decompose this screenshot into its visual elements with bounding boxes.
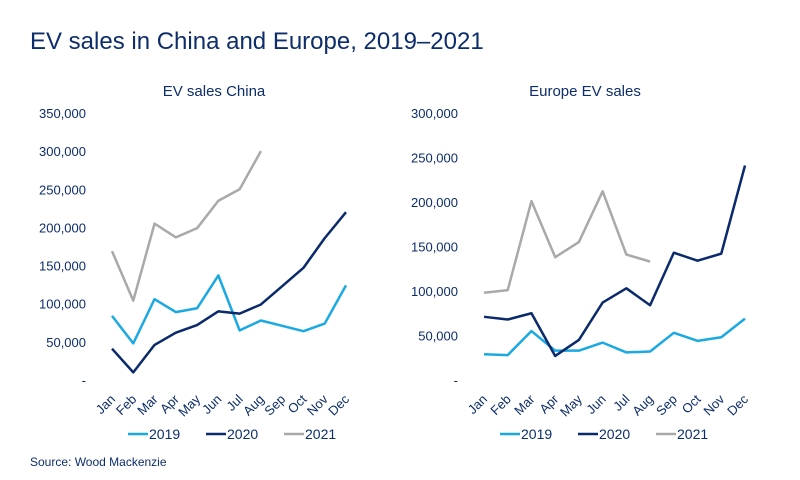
y-tick-label: - xyxy=(454,373,458,388)
y-tick-label: 150,000 xyxy=(39,259,86,274)
series-line-2019 xyxy=(111,274,348,345)
x-tick-label: Feb xyxy=(487,392,513,418)
series-line-2019 xyxy=(483,317,746,357)
page-title: EV sales in China and Europe, 2019–2021 xyxy=(30,28,484,55)
y-tick-label: 300,000 xyxy=(39,144,86,159)
x-tick-label: Oct xyxy=(679,391,704,416)
x-tick-label: Dec xyxy=(724,391,751,418)
x-tick-label: Dec xyxy=(325,391,352,418)
series-line-2021 xyxy=(483,190,651,295)
y-tick-label: 50,000 xyxy=(418,329,458,344)
x-tick-label: Mar xyxy=(511,391,538,418)
series-line-2021 xyxy=(110,150,263,302)
legend-label: 2020 xyxy=(227,426,258,442)
x-tick-label: Feb xyxy=(113,392,139,418)
legend-label: 2021 xyxy=(677,426,708,442)
x-tick-label: Jun xyxy=(199,392,224,417)
x-tick-label: Apr xyxy=(536,391,561,416)
source-note: Source: Wood Mackenzie xyxy=(30,455,167,469)
x-tick-label: Jan xyxy=(465,392,490,417)
y-tick-label: 200,000 xyxy=(411,195,458,210)
x-tick-label: May xyxy=(557,391,585,419)
y-tick-label: 150,000 xyxy=(411,240,458,255)
y-tick-label: - xyxy=(82,373,86,388)
y-tick-label: 250,000 xyxy=(411,151,458,166)
y-tick-label: 100,000 xyxy=(39,297,86,312)
legend-label: 2021 xyxy=(305,426,336,442)
x-tick-label: Jun xyxy=(583,392,608,417)
legend-label: 2020 xyxy=(599,426,630,442)
y-tick-label: 200,000 xyxy=(39,220,86,235)
x-tick-label: Nov xyxy=(700,391,727,418)
y-tick-label: 300,000 xyxy=(411,106,458,121)
x-tick-label: Aug xyxy=(629,392,656,419)
x-tick-label: Jul xyxy=(610,391,632,413)
chart-title: Europe EV sales xyxy=(529,83,641,100)
y-tick-label: 50,000 xyxy=(46,335,86,350)
x-tick-label: Sep xyxy=(653,392,680,419)
y-tick-label: 100,000 xyxy=(411,284,458,299)
x-tick-label: Jan xyxy=(93,392,118,417)
x-tick-label: Oct xyxy=(285,391,310,416)
series-line-2020 xyxy=(111,211,347,374)
chart-title: EV sales China xyxy=(163,83,266,100)
series-line-2020 xyxy=(483,165,747,358)
legend-label: 2019 xyxy=(521,426,552,442)
y-tick-label: 250,000 xyxy=(39,182,86,197)
y-tick-label: 350,000 xyxy=(39,106,86,121)
legend-label: 2019 xyxy=(149,426,180,442)
